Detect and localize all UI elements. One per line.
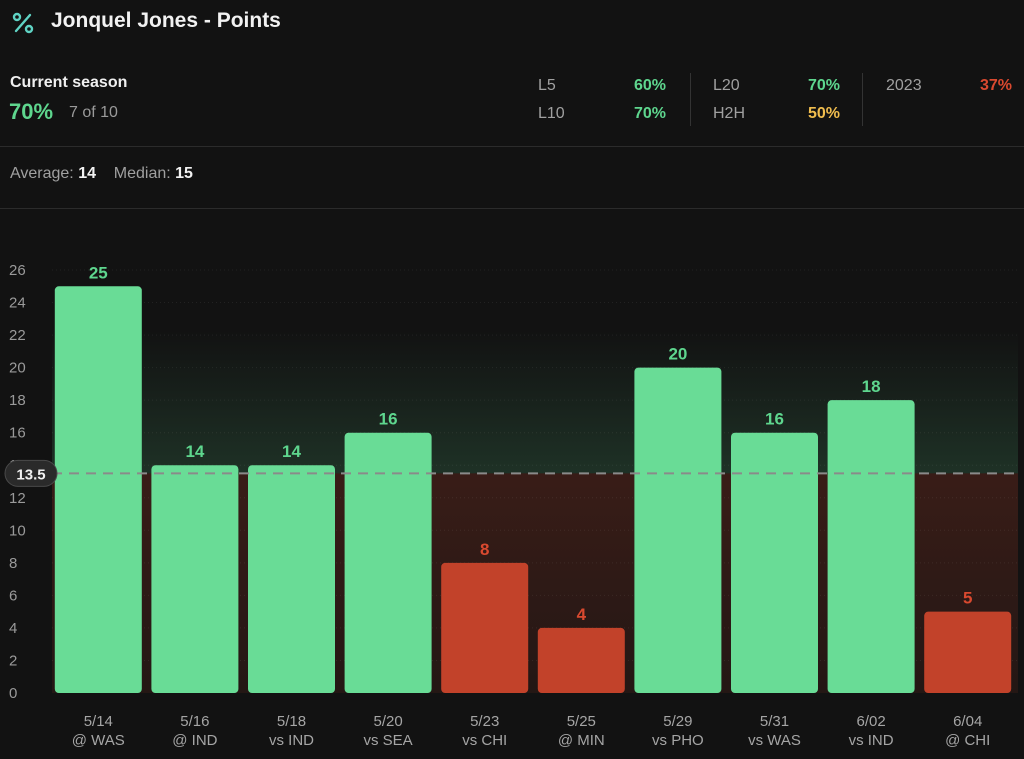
- y-tick-label: 18: [9, 392, 26, 409]
- x-tick-date: 5/25: [567, 713, 596, 730]
- bar: [731, 432, 818, 693]
- y-tick-label: 6: [9, 587, 17, 604]
- bar-value-label: 18: [862, 377, 881, 396]
- x-tick-date: 6/02: [856, 713, 885, 730]
- x-tick-opponent: vs IND: [269, 732, 314, 749]
- y-tick-label: 8: [9, 555, 17, 572]
- x-tick-date: 6/04: [953, 713, 982, 730]
- bar: [827, 400, 915, 693]
- stat-l5-label: L5: [538, 77, 556, 94]
- bar-value-label: 25: [89, 263, 108, 282]
- bar-value-label: 16: [765, 410, 784, 429]
- x-tick-date: 5/14: [84, 713, 113, 730]
- stat-l20-value: 70%: [807, 77, 840, 94]
- x-tick-date: 5/29: [663, 713, 692, 730]
- x-tick-date: 5/23: [470, 713, 499, 730]
- x-tick-opponent: vs SEA: [364, 732, 413, 749]
- median-value: 15: [175, 165, 193, 182]
- bar-value-label: 16: [379, 410, 398, 429]
- y-tick-label: 0: [9, 685, 17, 702]
- bar: [441, 562, 529, 693]
- x-tick-opponent: @ WAS: [72, 732, 125, 749]
- x-tick-opponent: vs PHO: [652, 732, 704, 749]
- threshold-label: 13.5: [16, 466, 45, 483]
- x-tick-opponent: vs CHI: [462, 732, 507, 749]
- x-tick-opponent: @ MIN: [558, 732, 605, 749]
- stat-l10-label: L10: [538, 105, 565, 122]
- y-tick-label: 2: [9, 652, 17, 669]
- season-hit-count: 7 of 10: [69, 104, 118, 121]
- average-label: Average:: [10, 165, 74, 182]
- summary-row: Average: 14 Median: 15: [10, 165, 193, 183]
- x-tick-date: 5/20: [373, 713, 402, 730]
- season-hit-rate: 70%: [9, 99, 54, 124]
- bar: [248, 465, 335, 693]
- stat-l5-value: 60%: [633, 77, 666, 94]
- stat-2023-label: 2023: [886, 77, 922, 94]
- bar: [151, 465, 239, 693]
- bar: [924, 611, 1012, 693]
- bar-value-label: 5: [963, 589, 972, 608]
- stat-divider: [690, 73, 691, 126]
- y-tick-label: 10: [9, 522, 26, 539]
- bar-value-label: 14: [282, 442, 301, 461]
- stat-h2h-label: H2H: [713, 105, 746, 122]
- percent-icon: [12, 12, 34, 34]
- x-tick-opponent: @ CHI: [945, 732, 990, 749]
- x-tick-date: 5/16: [180, 713, 209, 730]
- x-tick-opponent: @ IND: [172, 732, 217, 749]
- stat-h2h-value: 50%: [807, 105, 840, 122]
- x-tick-opponent: vs IND: [849, 732, 894, 749]
- y-tick-label: 24: [9, 295, 26, 312]
- threshold-badge: [4, 459, 58, 487]
- bar: [537, 627, 625, 693]
- divider: [0, 146, 1024, 147]
- stat-l20-label: L20: [713, 77, 740, 94]
- x-tick-opponent: vs WAS: [748, 732, 801, 749]
- stat-l10-value: 70%: [633, 105, 666, 122]
- bar-value-label: 20: [668, 345, 687, 364]
- bar-value-label: 8: [480, 540, 489, 559]
- y-tick-label: 12: [9, 490, 26, 507]
- y-tick-label: 22: [9, 327, 26, 344]
- season-label: Current season: [10, 74, 128, 91]
- bar-value-label: 14: [185, 442, 204, 461]
- x-tick-date: 5/18: [277, 713, 306, 730]
- bar: [634, 367, 722, 693]
- y-tick-label: 20: [9, 360, 26, 377]
- points-bar-chart: 02468101214161820222426255/14@ WAS145/16…: [4, 262, 1018, 749]
- x-tick-date: 5/31: [760, 713, 789, 730]
- y-tick-label: 4: [9, 620, 17, 637]
- bar: [344, 432, 432, 693]
- page-title: Jonquel Jones - Points: [51, 9, 281, 32]
- y-tick-label: 16: [9, 425, 26, 442]
- bar: [54, 286, 142, 693]
- header: Jonquel Jones - Points: [0, 0, 1024, 46]
- y-tick-label: 26: [9, 262, 26, 279]
- average-value: 14: [78, 165, 96, 182]
- divider: [0, 208, 1024, 209]
- bar-value-label: 4: [577, 605, 587, 624]
- median-label: Median:: [113, 165, 171, 182]
- stat-divider: [862, 73, 863, 126]
- stat-2023-value: 37%: [979, 77, 1012, 94]
